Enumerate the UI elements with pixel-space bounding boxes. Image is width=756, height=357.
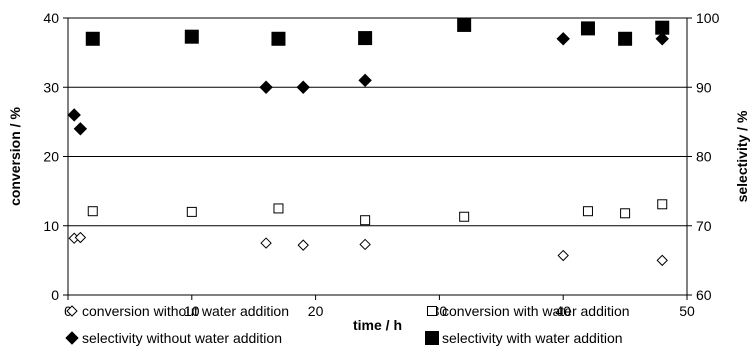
data-point	[582, 206, 593, 217]
data-point	[273, 203, 284, 214]
x-tick-label: 10	[184, 303, 200, 319]
data-point	[457, 17, 472, 32]
data-point	[87, 206, 98, 217]
x-axis-title: time / h	[353, 317, 402, 333]
data-point	[271, 31, 286, 46]
marks-layer	[67, 17, 670, 267]
legend-label: selectivity without water addition	[82, 330, 282, 346]
data-point	[360, 215, 371, 226]
data-point	[656, 254, 668, 267]
legend-item-3: selectivity with water addition	[425, 330, 623, 346]
legend-marker	[425, 331, 439, 345]
data-point	[556, 32, 570, 46]
data-point	[184, 29, 199, 44]
y-right-tick-label: 90	[696, 79, 712, 95]
data-point	[655, 32, 669, 46]
legend-label: selectivity with water addition	[442, 330, 623, 346]
y-axis-left-title: conversion / %	[7, 107, 23, 206]
data-point	[297, 239, 309, 251]
y-right-tick-label: 70	[696, 218, 712, 234]
y-axis-right-title: selectivity / %	[734, 110, 750, 202]
data-point	[580, 21, 595, 36]
y-left-tick-label: 30	[43, 79, 59, 95]
data-point	[186, 206, 197, 217]
legend-label: conversion without water addition	[82, 303, 289, 319]
grid-layer	[68, 17, 687, 227]
data-point	[296, 80, 310, 94]
data-point	[358, 73, 372, 88]
axis-layer: 0102030405001020304060708090100time / hc…	[7, 10, 750, 333]
data-point	[260, 237, 272, 249]
legend-item-0: conversion without water addition	[66, 303, 289, 319]
y-left-tick-label: 10	[43, 218, 59, 234]
x-tick-label: 20	[308, 303, 324, 319]
data-point	[620, 208, 631, 219]
data-point	[358, 31, 373, 46]
legend-marker	[65, 331, 79, 345]
legend-item-1: conversion with water addition	[427, 303, 630, 319]
data-point	[557, 249, 569, 262]
data-point	[259, 80, 273, 94]
series-2	[67, 32, 669, 136]
y-right-tick-label: 60	[696, 287, 712, 303]
y-left-tick-label: 40	[43, 10, 59, 26]
data-point	[655, 20, 670, 35]
legend-marker	[427, 306, 437, 316]
legend-item-2: selectivity without water addition	[65, 330, 282, 346]
data-point	[459, 211, 470, 222]
y-left-tick-label: 20	[43, 149, 59, 165]
data-point	[85, 31, 100, 46]
legend-label: conversion with water addition	[442, 303, 630, 319]
data-point	[657, 199, 668, 210]
data-point	[67, 108, 81, 122]
data-point	[73, 122, 88, 136]
y-right-tick-label: 100	[696, 10, 720, 26]
x-tick-label: 40	[555, 303, 571, 319]
series-0	[68, 231, 668, 267]
series-1	[87, 199, 668, 226]
data-point	[618, 31, 633, 46]
y-left-tick-label: 0	[51, 287, 59, 303]
legend: conversion without water addition convers…	[65, 303, 630, 346]
data-point	[359, 238, 371, 251]
series-3	[85, 17, 670, 46]
data-point	[74, 231, 87, 244]
y-right-tick-label: 80	[696, 149, 712, 165]
legend-marker	[66, 305, 78, 317]
x-tick-label: 50	[679, 303, 695, 319]
